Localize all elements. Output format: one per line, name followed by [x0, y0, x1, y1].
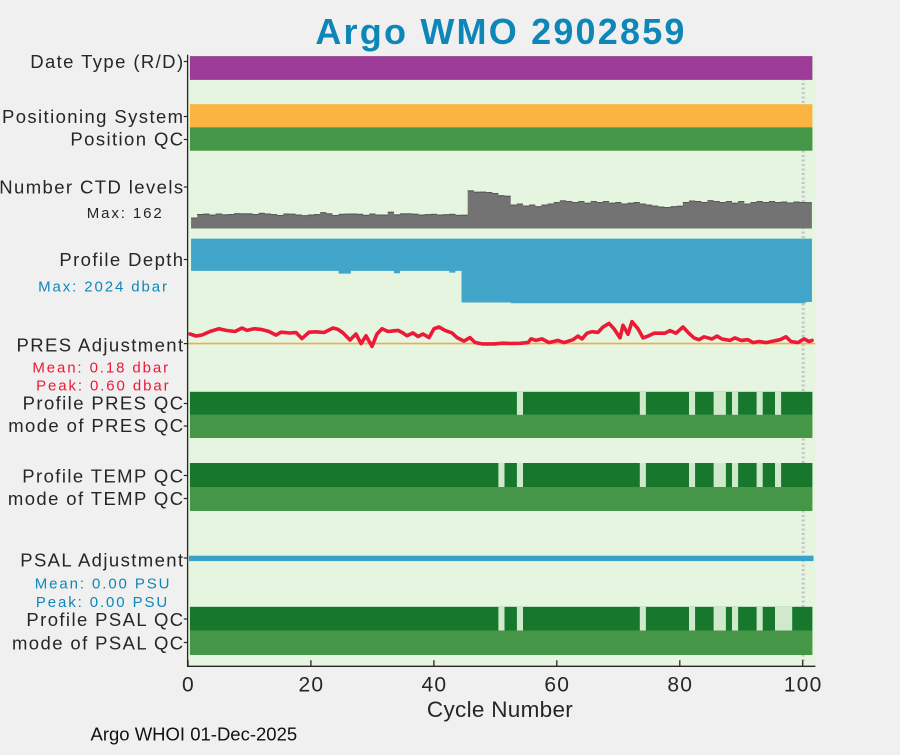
svg-text:Peak: 0.00 PSU: Peak: 0.00 PSU	[36, 594, 169, 611]
svg-text:Argo WHOI 01-Dec-2025: Argo WHOI 01-Dec-2025	[91, 724, 298, 745]
svg-text:20: 20	[299, 674, 325, 697]
svg-text:0: 0	[182, 674, 195, 697]
svg-text:Mean: 0.00 PSU: Mean: 0.00 PSU	[35, 576, 172, 593]
svg-text:Positioning System: Positioning System	[2, 106, 185, 127]
svg-text:Date Type (R/D): Date Type (R/D)	[30, 51, 184, 72]
svg-text:Max: 162: Max: 162	[87, 205, 164, 222]
svg-text:Peak: 0.60 dbar: Peak: 0.60 dbar	[36, 378, 170, 395]
svg-text:Position QC: Position QC	[70, 128, 184, 149]
svg-text:80: 80	[667, 674, 693, 697]
svg-text:Mean: 0.18 dbar: Mean: 0.18 dbar	[32, 360, 170, 377]
svg-text:Cycle Number: Cycle Number	[427, 697, 573, 722]
svg-text:Number CTD levels: Number CTD levels	[0, 177, 185, 198]
svg-text:40: 40	[422, 674, 448, 697]
svg-text:PSAL Adjustment: PSAL Adjustment	[20, 550, 184, 571]
svg-text:Profile TEMP QC: Profile TEMP QC	[22, 465, 184, 486]
svg-text:Argo WMO 2902859: Argo WMO 2902859	[315, 11, 686, 52]
svg-text:60: 60	[544, 674, 570, 697]
svg-text:100: 100	[784, 674, 823, 697]
svg-text:PRES Adjustment: PRES Adjustment	[16, 335, 184, 356]
svg-text:Profile PRES QC: Profile PRES QC	[23, 393, 185, 414]
svg-text:Max: 2024 dbar: Max: 2024 dbar	[38, 278, 169, 295]
svg-text:mode of PRES QC: mode of PRES QC	[8, 415, 184, 436]
svg-text:Profile PSAL QC: Profile PSAL QC	[26, 609, 184, 630]
svg-text:mode of PSAL QC: mode of PSAL QC	[12, 633, 185, 654]
svg-text:Profile Depth: Profile Depth	[59, 249, 184, 270]
svg-text:mode of TEMP QC: mode of TEMP QC	[8, 488, 185, 509]
